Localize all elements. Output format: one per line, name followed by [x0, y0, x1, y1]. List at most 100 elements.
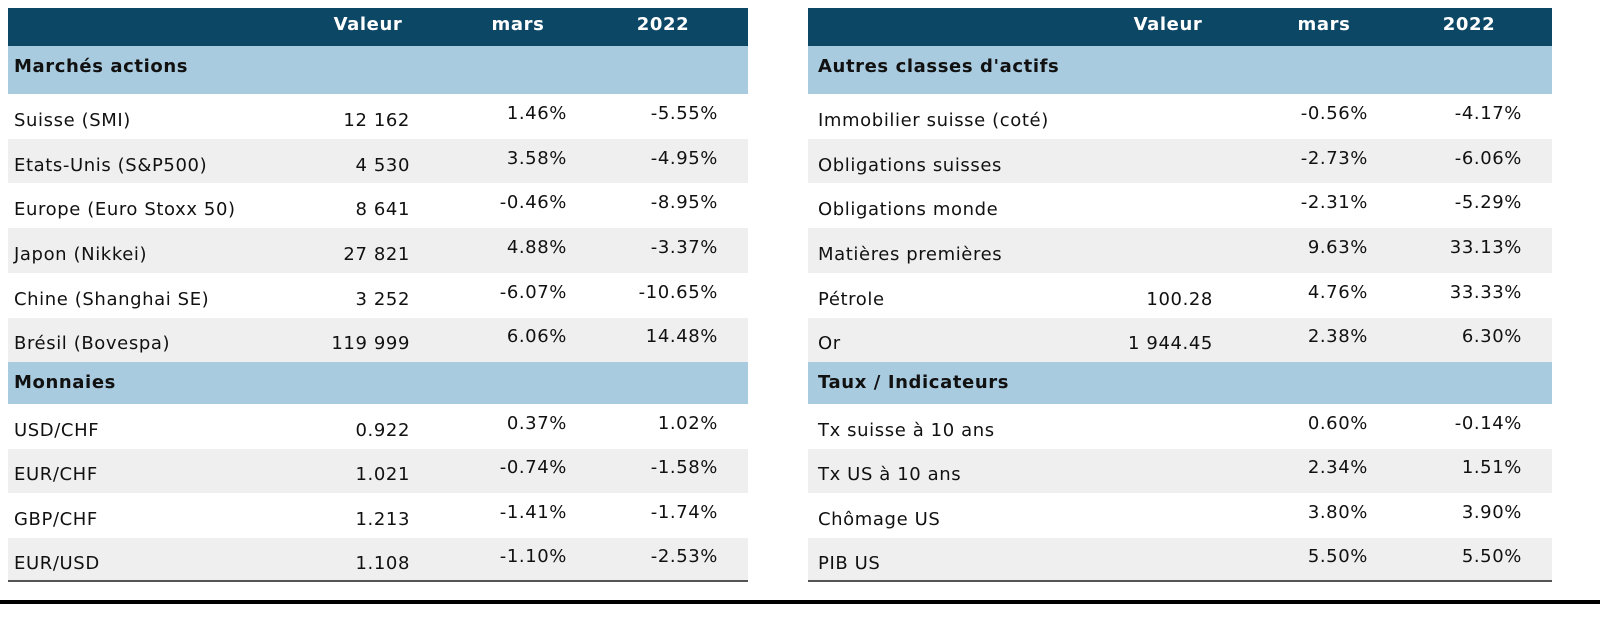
value-cell: -3.37% — [650, 236, 718, 258]
row-label: GBP/CHF — [14, 508, 98, 530]
value-cell: -5.29% — [1454, 192, 1522, 214]
column-header: 2022 — [636, 14, 690, 35]
value-cell: 9.63% — [1307, 236, 1368, 258]
row-label: Chine (Shanghai SE) — [14, 288, 210, 310]
value-cell: 1.213 — [355, 508, 410, 530]
value-cell: -5.55% — [650, 102, 718, 124]
value-cell: -4.17% — [1454, 102, 1522, 124]
value-cell: -1.41% — [499, 501, 567, 523]
table-row: Tx US à 10 ans 2.34% 1.51% — [808, 448, 1552, 494]
value-cell: 3 252 — [355, 288, 410, 310]
value-cell: 3.80% — [1307, 501, 1368, 523]
row-label: EUR/CHF — [14, 464, 98, 486]
value-cell: -8.95% — [650, 192, 718, 214]
section-title: Taux / Indicateurs — [818, 372, 1010, 394]
table-row: PIB US 5.50% 5.50% — [808, 537, 1552, 583]
value-cell: 119 999 — [331, 333, 410, 355]
table-row: Japon (Nikkei) 27 821 4.88% -3.37% — [8, 228, 748, 273]
value-cell: 3.90% — [1461, 501, 1522, 523]
column-header: Valeur — [333, 14, 403, 35]
row-label: Brésil (Bovespa) — [14, 333, 171, 355]
table-row: EUR/CHF 1.021 -0.74% -1.58% — [8, 448, 748, 494]
value-cell: 0.60% — [1307, 412, 1368, 434]
value-cell: -4.95% — [650, 147, 718, 169]
value-cell: -6.07% — [499, 281, 567, 303]
row-label: Matières premières — [818, 243, 1003, 265]
table-row: Chômage US 3.80% 3.90% — [808, 493, 1552, 538]
row-label: PIB US — [818, 553, 881, 575]
row-label: Immobilier suisse (coté) — [818, 109, 1049, 131]
value-cell: 2.34% — [1307, 457, 1368, 479]
table-row: Etats-Unis (S&P500) 4 530 3.58% -4.95% — [8, 138, 748, 184]
value-cell: 0.922 — [355, 419, 410, 441]
column-header: mars — [491, 14, 545, 35]
value-cell: 1.02% — [657, 412, 718, 434]
table-row: USD/CHF 0.922 0.37% 1.02% — [8, 404, 748, 449]
value-cell: -6.06% — [1454, 147, 1522, 169]
table-row: Pétrole 100.28 4.76% 33.33% — [808, 273, 1552, 318]
bottom-rule — [0, 600, 1600, 604]
row-label: Chômage US — [818, 508, 941, 530]
value-cell: -1.10% — [499, 546, 567, 568]
table: Valeur mars 2022 Autres classes d'actifs Imm… — [808, 8, 1552, 584]
table-row: GBP/CHF 1.213 -1.41% -1.74% — [8, 493, 748, 538]
column-header: mars — [1297, 14, 1351, 35]
row-label: Tx US à 10 ans — [818, 464, 962, 486]
value-cell: 33.33% — [1449, 281, 1522, 303]
value-cell: 8 641 — [355, 199, 410, 221]
row-label: Europe (Euro Stoxx 50) — [14, 199, 236, 221]
value-cell: 3.58% — [506, 147, 567, 169]
table-bottom-rule — [808, 580, 1552, 583]
table-row: Or 1 944.45 2.38% 6.30% — [808, 317, 1552, 363]
row-label: USD/CHF — [14, 419, 100, 441]
section-title: Marchés actions — [14, 56, 189, 77]
row-label: Japon (Nikkei) — [14, 243, 148, 265]
table-row: Suisse (SMI) 12 162 1.46% -5.55% — [8, 94, 748, 139]
value-cell: 6.06% — [506, 326, 567, 348]
table-row: Immobilier suisse (coté) -0.56% -4.17% — [808, 94, 1552, 139]
row-label: Etats-Unis (S&P500) — [14, 154, 208, 176]
row-label: Obligations suisses — [818, 154, 1003, 176]
row-label: EUR/USD — [14, 553, 100, 575]
row-label: Pétrole — [818, 288, 885, 310]
value-cell: 1.021 — [355, 464, 410, 486]
value-cell: -0.74% — [499, 457, 567, 479]
table-row: Europe (Euro Stoxx 50) 8 641 -0.46% -8.95% — [8, 183, 748, 228]
value-cell: 1.108 — [355, 553, 410, 575]
column-header: 2022 — [1442, 14, 1496, 35]
value-cell: 100.28 — [1146, 288, 1213, 310]
table-row: Chine (Shanghai SE) 3 252 -6.07% -10.65% — [8, 273, 748, 318]
value-cell: 2.38% — [1307, 326, 1368, 348]
value-cell: -0.56% — [1300, 102, 1368, 124]
value-cell: -2.73% — [1300, 147, 1368, 169]
value-cell: -10.65% — [638, 281, 718, 303]
row-label: Suisse (SMI) — [14, 109, 131, 131]
value-cell: 27 821 — [343, 243, 410, 265]
section-title: Autres classes d'actifs — [818, 56, 1060, 77]
value-cell: -2.31% — [1300, 192, 1368, 214]
value-cell: 0.37% — [506, 412, 567, 434]
table-bottom-rule — [8, 580, 748, 583]
table-row: Matières premières 9.63% 33.13% — [808, 228, 1552, 273]
header-row: Valeur mars 2022 — [808, 8, 1552, 46]
value-cell: 12 162 — [343, 109, 410, 131]
section-row: Marchés actions — [8, 46, 748, 94]
header-row: Valeur mars 2022 — [8, 8, 748, 46]
value-cell: 1.46% — [506, 102, 567, 124]
table-row: Tx suisse à 10 ans 0.60% -0.14% — [808, 404, 1552, 449]
value-cell: 6.30% — [1461, 326, 1522, 348]
value-cell: 4.88% — [506, 236, 567, 258]
value-cell: -2.53% — [650, 546, 718, 568]
value-cell: 33.13% — [1449, 236, 1522, 258]
table-row: EUR/USD 1.108 -1.10% -2.53% — [8, 537, 748, 583]
row-label: Or — [818, 333, 841, 355]
row-label: Obligations monde — [818, 199, 999, 221]
table-row: Brésil (Bovespa) 119 999 6.06% 14.48% — [8, 317, 748, 363]
value-cell: 1.51% — [1461, 457, 1522, 479]
value-cell: 1 944.45 — [1128, 333, 1213, 355]
value-cell: 4.76% — [1307, 281, 1368, 303]
value-cell: -1.74% — [650, 501, 718, 523]
row-label: Tx suisse à 10 ans — [818, 419, 995, 441]
value-cell: -0.14% — [1454, 412, 1522, 434]
